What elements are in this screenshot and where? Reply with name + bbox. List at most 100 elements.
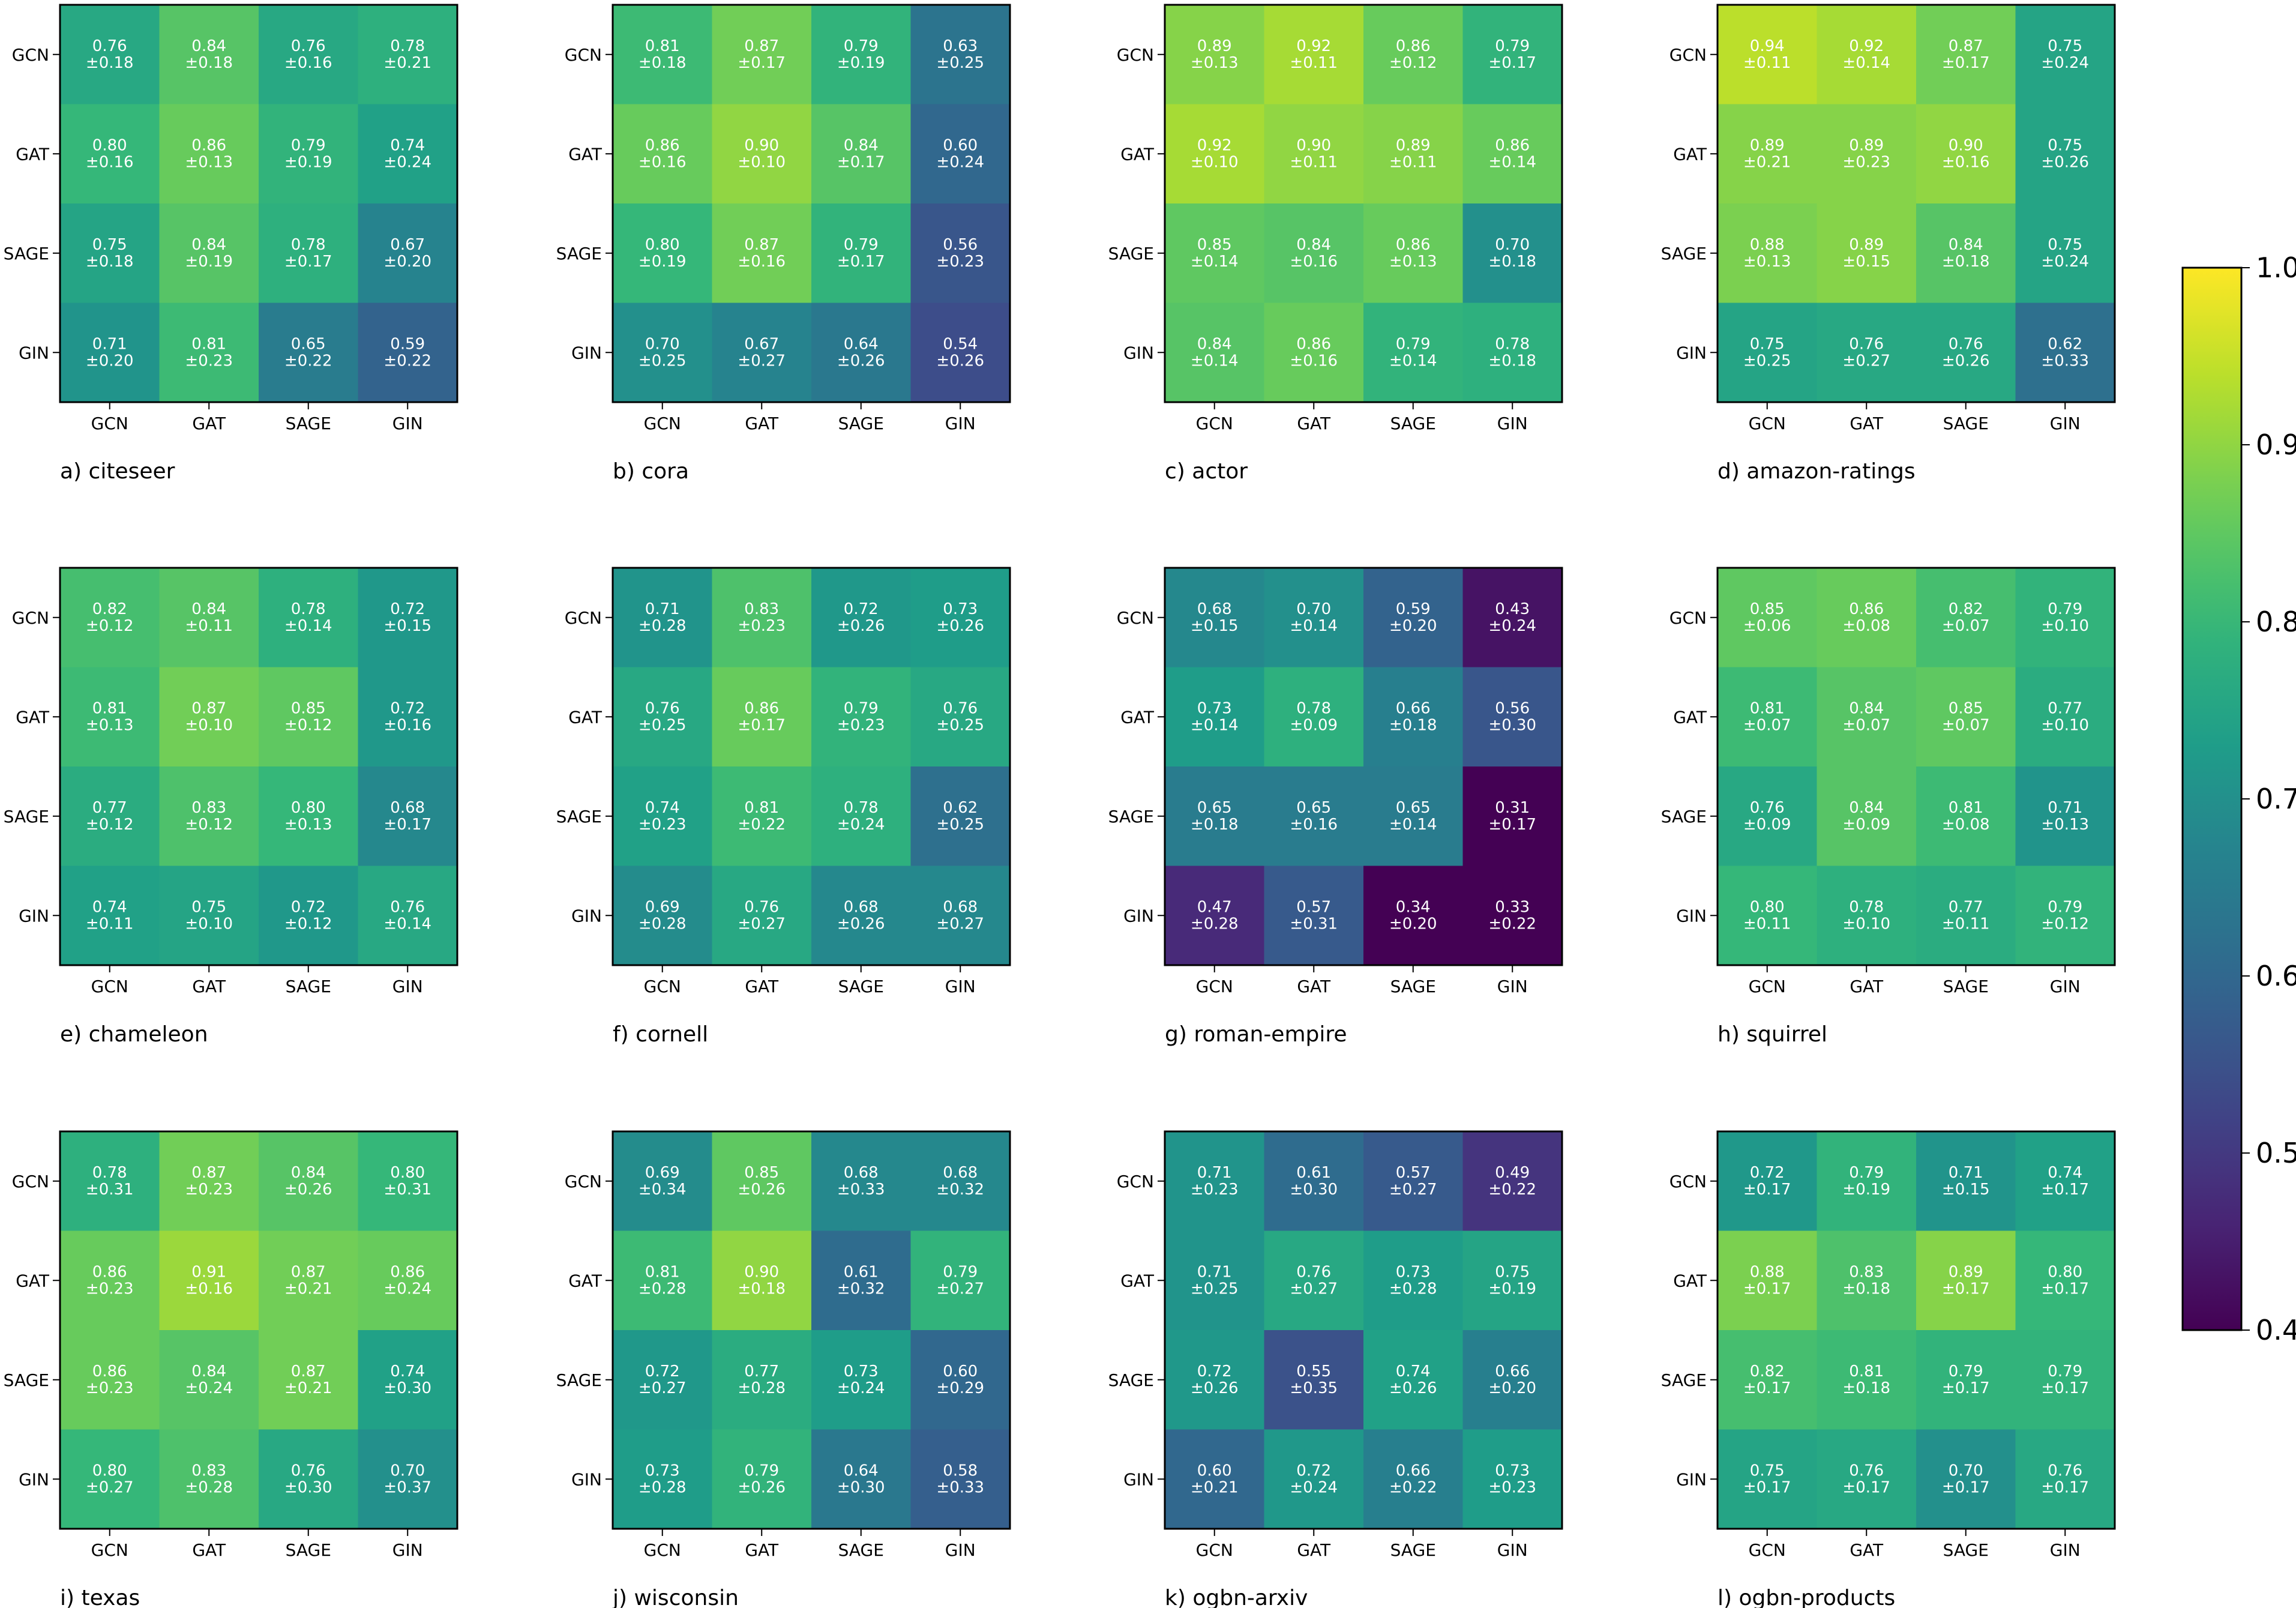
- y-tick-label: GIN: [571, 1469, 602, 1489]
- x-tick-label: GIN: [392, 977, 423, 996]
- cell-mean-label: 0.76: [645, 699, 680, 717]
- heatmap-cell: [811, 1230, 912, 1331]
- cell-std-label: ±0.11: [1743, 915, 1791, 933]
- cell-mean-label: 0.79: [744, 1462, 779, 1480]
- cell-mean-label: 0.49: [1495, 1164, 1530, 1182]
- cell-std-label: ±0.28: [1389, 1280, 1437, 1298]
- heatmap-cell: [811, 568, 912, 668]
- heatmap-cell: [1462, 203, 1563, 304]
- heatmap-cell: [358, 568, 458, 668]
- cell-mean-label: 0.57: [1296, 898, 1331, 916]
- panel-title: k) ogbn-arxiv: [1165, 1586, 1308, 1608]
- heatmap-cell: [1363, 1330, 1464, 1430]
- cell-mean-label: 0.79: [1495, 37, 1530, 55]
- x-tick-label: SAGE: [286, 977, 331, 996]
- cell-mean-label: 0.86: [1849, 600, 1884, 618]
- heatmap-cell: [1916, 203, 2016, 304]
- cell-mean-label: 0.80: [645, 236, 680, 254]
- x-tick-label: SAGE: [838, 414, 884, 433]
- heatmap-cell: [910, 1131, 1011, 1232]
- heatmap-cell: [1264, 1429, 1364, 1529]
- panel-title: b) cora: [613, 459, 689, 484]
- heatmap-cell: [1165, 1429, 1265, 1529]
- panel-title: f) cornell: [613, 1022, 708, 1047]
- heatmap-cell: [159, 203, 259, 304]
- heatmap-cell: [159, 1429, 259, 1529]
- heatmap-cell: [60, 1330, 160, 1430]
- heatmap-cell: [259, 5, 359, 105]
- heatmap-cell: [1817, 5, 1917, 105]
- heatmap-cell: [910, 1230, 1011, 1331]
- heatmap-frame: [1164, 4, 1563, 403]
- cell-mean-label: 0.88: [1750, 236, 1785, 254]
- cell-mean-label: 0.70: [1296, 600, 1331, 618]
- heatmap-cell: [1462, 1330, 1563, 1430]
- cell-mean-label: 0.73: [645, 1462, 680, 1480]
- cell-std-label: ±0.25: [936, 54, 984, 72]
- y-tick-label: GAT: [568, 707, 603, 727]
- cell-std-label: ±0.18: [1842, 1280, 1890, 1298]
- cell-std-label: ±0.16: [1290, 352, 1338, 370]
- cell-std-label: ±0.14: [383, 915, 431, 933]
- heatmap-cell: [1717, 104, 1818, 204]
- cell-mean-label: 0.74: [1396, 1363, 1431, 1381]
- cell-mean-label: 0.43: [1495, 600, 1530, 618]
- heatmap-cell: [613, 1330, 713, 1430]
- y-tick-label: GCN: [1117, 608, 1154, 628]
- cell-mean-label: 0.76: [390, 898, 425, 916]
- cell-std-label: ±0.18: [738, 1280, 786, 1298]
- cell-std-label: ±0.18: [1191, 816, 1239, 834]
- heatmap-cell: [1165, 1131, 1265, 1232]
- y-tick-label: GIN: [1123, 343, 1154, 363]
- cell-std-label: ±0.17: [1942, 54, 1990, 72]
- cell-std-label: ±0.11: [86, 915, 134, 933]
- heatmap-cell: [712, 568, 812, 668]
- cell-mean-label: 0.76: [2048, 1462, 2082, 1480]
- cell-mean-label: 0.92: [1197, 136, 1232, 154]
- y-tick-label: GIN: [1676, 343, 1707, 363]
- heatmap-cell: [910, 104, 1011, 204]
- cell-std-label: ±0.17: [1743, 1379, 1791, 1397]
- y-tick-label: SAGE: [1108, 807, 1154, 827]
- cell-mean-label: 0.75: [191, 898, 226, 916]
- heatmap-cell: [1717, 1131, 1818, 1232]
- heatmap-cell: [1165, 104, 1265, 204]
- y-tick-label: GIN: [1676, 906, 1707, 926]
- cell-std-label: ±0.12: [86, 617, 134, 635]
- cell-std-label: ±0.16: [639, 153, 687, 171]
- x-tick-label: SAGE: [1943, 414, 1989, 433]
- cell-mean-label: 0.64: [844, 335, 879, 353]
- cell-mean-label: 0.75: [2048, 37, 2082, 55]
- x-tick-label: GCN: [644, 414, 681, 433]
- cell-std-label: ±0.27: [86, 1478, 134, 1496]
- cell-mean-label: 0.75: [2048, 136, 2082, 154]
- cell-mean-label: 0.68: [943, 1164, 978, 1182]
- cell-mean-label: 0.85: [744, 1164, 779, 1182]
- y-tick-label: GAT: [568, 1271, 603, 1290]
- heatmap-cell: [1817, 1131, 1917, 1232]
- heatmap-frame: [612, 567, 1011, 966]
- cell-mean-label: 0.71: [645, 600, 680, 618]
- cell-mean-label: 0.65: [1197, 799, 1232, 817]
- cell-std-label: ±0.15: [1842, 253, 1890, 271]
- cell-mean-label: 0.92: [1296, 37, 1331, 55]
- cell-mean-label: 0.84: [1197, 335, 1232, 353]
- cell-mean-label: 0.79: [2048, 1363, 2082, 1381]
- heatmap-cell: [1462, 667, 1563, 767]
- cell-mean-label: 0.91: [191, 1263, 226, 1281]
- y-tick-label: GCN: [1117, 45, 1154, 65]
- heatmap-cell: [259, 568, 359, 668]
- cell-mean-label: 0.76: [1849, 1462, 1884, 1480]
- cell-std-label: ±0.23: [1488, 1478, 1536, 1496]
- cell-mean-label: 0.81: [1949, 799, 1983, 817]
- heatmap-cell: [1916, 1131, 2016, 1232]
- cell-mean-label: 0.79: [943, 1263, 978, 1281]
- heatmap-cell: [1165, 5, 1265, 105]
- cell-std-label: ±0.18: [1942, 253, 1990, 271]
- cell-mean-label: 0.84: [291, 1164, 326, 1182]
- cell-mean-label: 0.66: [1396, 699, 1431, 717]
- heatmap-cell: [60, 766, 160, 867]
- cell-mean-label: 0.33: [1495, 898, 1530, 916]
- cell-std-label: ±0.26: [837, 915, 885, 933]
- cell-mean-label: 0.75: [92, 236, 127, 254]
